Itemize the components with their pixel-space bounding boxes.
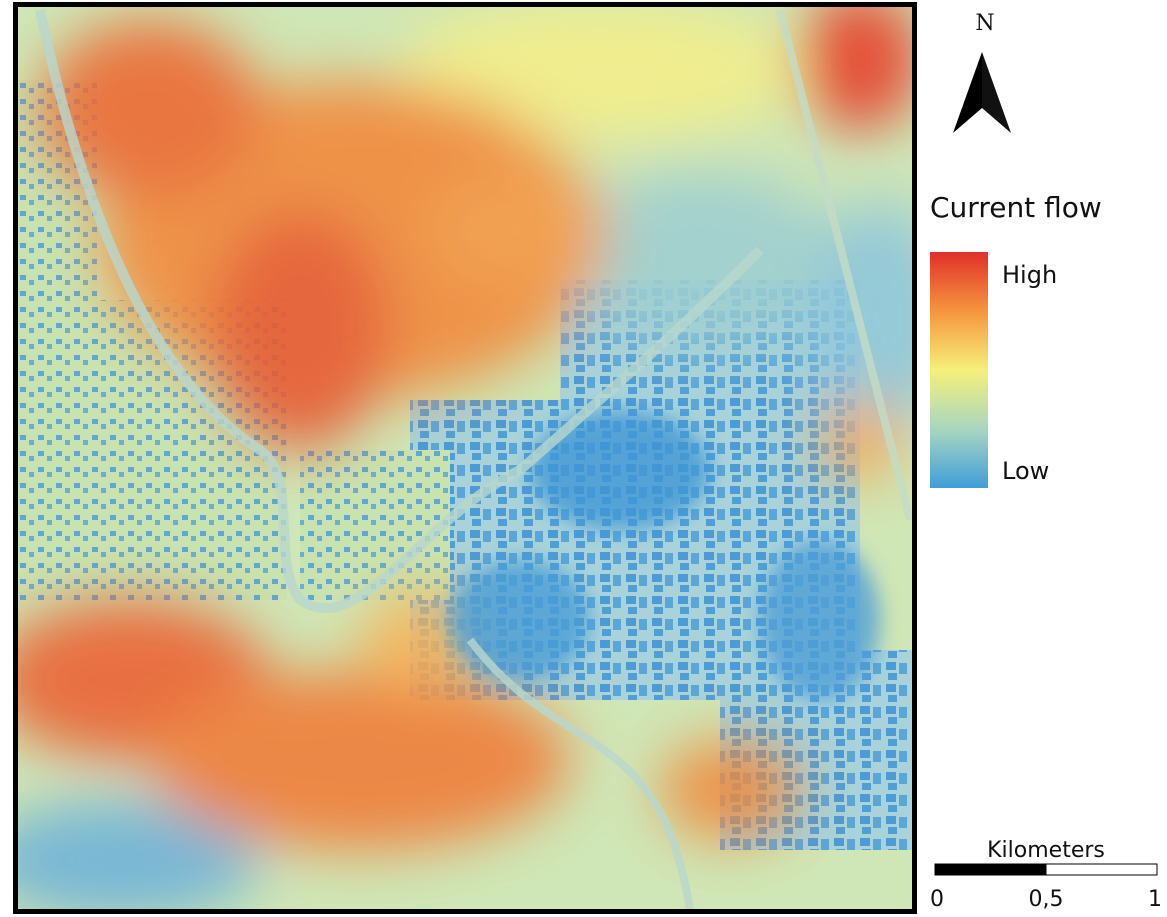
legend-title: Current flow <box>930 191 1102 224</box>
current-flow-raster <box>0 0 950 917</box>
legend-gradient <box>930 252 988 488</box>
scale-label: 1 <box>1148 887 1162 912</box>
north-label: N <box>975 11 994 36</box>
north-arrow-left <box>953 52 982 133</box>
legend-high: High <box>1002 261 1057 289</box>
page: {"north_arrow": {"label": "N"}, "legend"… <box>0 0 1167 917</box>
map-figure: N Current flow High Low Kilometers 0 0,5… <box>0 0 1167 917</box>
scale-label: 0 <box>930 887 944 912</box>
scale-label: 0,5 <box>1029 887 1064 912</box>
north-arrow-right <box>982 52 1011 133</box>
legend-low: Low <box>1002 457 1049 485</box>
scale-segment-light <box>1046 864 1157 875</box>
scale-segment-dark <box>935 864 1046 875</box>
scale-title: Kilometers <box>987 838 1105 863</box>
